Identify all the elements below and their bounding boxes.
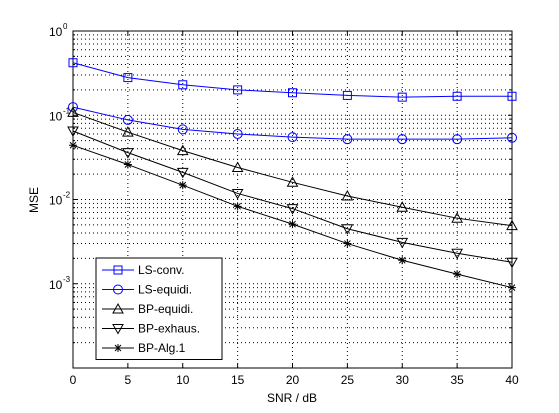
series-4 [67,126,518,269]
series-5 [69,141,516,292]
data-point-marker [288,88,297,98]
data-point-marker [396,201,409,212]
data-point-marker [506,219,518,231]
series-line [72,62,512,98]
legend-item: LS-equidi. [102,283,192,297]
data-point-marker [452,91,462,101]
data-point-marker [123,73,133,83]
legend-label: BP-exhaus. [138,322,200,336]
data-point-marker [68,58,78,68]
data-point-marker [451,248,463,260]
legend-label: BP-Alg.1 [138,341,186,355]
data-point-marker [508,283,516,292]
legend-item: BP-equidi. [102,302,193,316]
data-point-marker [123,160,132,169]
legend-swatch-marker [112,302,124,314]
series-2 [68,102,517,145]
legend-swatch-marker [112,324,124,335]
series-line [72,106,513,140]
legend-swatch-marker [113,265,123,275]
data-point-marker [176,167,189,179]
data-point-marker [398,256,407,265]
y-tick-label: 10 -2 [49,191,71,208]
data-point-marker [396,237,409,249]
data-point-marker [397,134,408,145]
data-point-marker [122,114,133,125]
y-tick-exponent: -3 [63,275,71,284]
x-tick-label: 35 [450,373,464,387]
x-axis-label: SNR / dB [267,391,317,405]
y-tick-base: 10 [49,109,63,123]
y-tick-label: 10 -3 [49,275,71,292]
data-point-marker [507,132,517,143]
grid-layer [73,31,512,368]
data-point-marker [341,189,354,201]
data-point-marker [231,188,244,200]
data-point-marker [342,134,353,145]
data-point-marker [453,270,462,279]
y-tick-label: 10 0 [49,22,68,39]
series-3 [67,106,518,231]
data-point-marker [178,80,188,90]
data-point-marker [342,90,352,100]
data-point-marker [288,220,297,229]
data-point-marker [507,91,517,101]
data-point-marker [233,85,243,95]
data-point-marker [506,257,518,269]
data-point-marker [233,202,242,211]
data-point-marker [452,134,463,145]
x-tick-label: 0 [70,373,77,387]
legend-item: LS-conv. [102,263,184,277]
y-tick-exponent: -2 [63,191,71,200]
data-point-marker [177,124,188,135]
y-tick-base: 10 [49,278,63,292]
x-tick-label: 5 [125,373,132,387]
y-axis-label: MSE [27,187,41,213]
legend-label: LS-conv. [138,263,184,277]
data-point-marker [68,102,78,113]
data-point-marker [176,144,189,156]
data-point-marker [178,181,187,190]
data-point-marker [67,106,79,117]
x-tick-label: 25 [341,373,355,387]
data-point-marker [451,212,463,223]
series-line [72,130,513,263]
series-layer [67,58,518,292]
data-point-marker [69,141,77,150]
data-point-marker [287,132,298,143]
legend-item: BP-exhaus. [102,322,200,336]
x-tick-label: 30 [396,373,410,387]
x-tick-label: 20 [286,373,300,387]
x-tick-label: 40 [505,373,519,387]
data-point-marker [343,239,352,248]
y-tick-base: 10 [49,25,63,39]
y-tick-base: 10 [49,194,63,208]
legend-item: BP-Alg.1 [102,341,186,355]
data-point-marker [67,126,79,138]
data-point-marker [341,224,354,235]
legend-swatch-marker [113,284,123,295]
series-1 [68,58,517,102]
legend-label: LS-equidi. [138,283,192,297]
data-point-marker [122,126,134,137]
y-tick-exponent: -1 [63,106,71,115]
legend: LS-conv. LS-equidi. BP-equidi. BP-exhaus. BP… [95,257,223,360]
x-tick-label: 10 [176,373,190,387]
data-point-marker [286,176,299,187]
y-tick-label: 10 -1 [49,106,71,123]
data-point-marker [232,128,243,139]
y-tick-exponent: 0 [63,22,68,31]
data-point-marker [286,204,299,215]
legend-label: BP-equidi. [138,302,193,316]
data-point-marker [122,148,134,159]
x-tick-label: 15 [231,373,245,387]
data-point-marker [397,92,407,102]
data-point-marker [231,161,244,172]
legend-swatch-marker [114,344,122,352]
series-line [72,111,513,227]
